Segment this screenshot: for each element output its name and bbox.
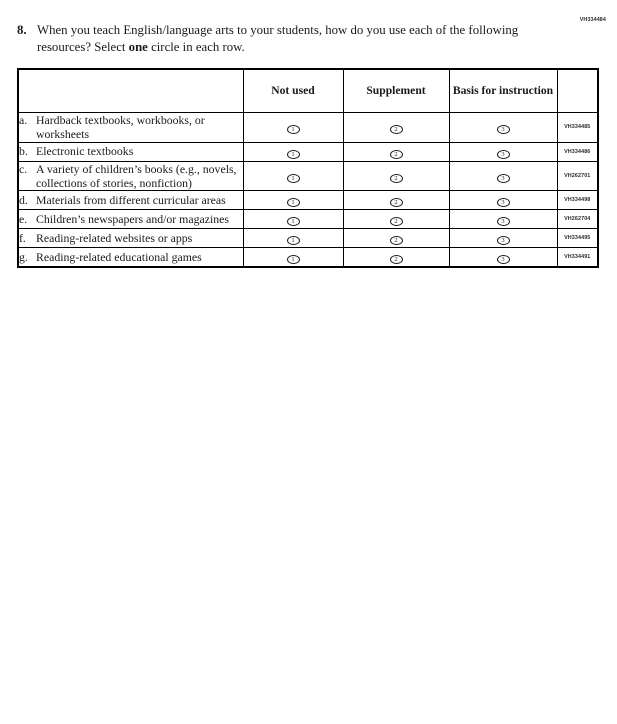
- table-header-row: Not used Supplement Basis for instructio…: [17, 68, 599, 113]
- page-item-id: VH334484: [579, 17, 606, 23]
- option-cell-supplement[interactable]: 2: [342, 209, 450, 230]
- row-stem-cell: c. A variety of children’s books (e.g., n…: [17, 160, 244, 192]
- response-bubble[interactable]: 1: [286, 173, 300, 183]
- column-header-not-used: Not used: [242, 68, 344, 113]
- row-item-id: VH262701: [556, 160, 599, 192]
- response-bubble[interactable]: 3: [496, 255, 510, 265]
- option-cell-supplement[interactable]: 2: [342, 160, 450, 192]
- option-cell-supplement[interactable]: 2: [342, 190, 450, 211]
- option-cell-basis-for-instruction[interactable]: 3: [448, 228, 558, 249]
- table-row: c. A variety of children’s books (e.g., n…: [17, 160, 599, 192]
- option-cell-basis-for-instruction[interactable]: 3: [448, 247, 558, 268]
- row-stem-cell: e. Children’s newspapers and/or magazines: [17, 209, 244, 230]
- row-letter: b.: [19, 144, 28, 159]
- row-item-id: VH334485: [556, 112, 599, 143]
- option-cell-basis-for-instruction[interactable]: 3: [448, 160, 558, 192]
- row-letter: d.: [19, 193, 28, 208]
- row-letter: f.: [19, 231, 26, 246]
- table-row: f. Reading-related websites or apps 1 2 3 VH3…: [17, 228, 599, 249]
- column-header-basis-for-instruction: Basis for instruction: [448, 68, 558, 113]
- question-text-part1: When you teach English/language arts to …: [37, 23, 519, 54]
- column-header-item-id: [556, 68, 599, 113]
- row-stem-cell: g. Reading-related educational games: [17, 247, 244, 268]
- option-cell-not-used[interactable]: 1: [242, 190, 344, 211]
- row-label: Electronic textbooks: [36, 144, 134, 159]
- response-bubble[interactable]: 2: [389, 217, 403, 227]
- row-label: Hardback textbooks, workbooks, or worksh…: [36, 113, 205, 142]
- option-cell-not-used[interactable]: 1: [242, 112, 344, 143]
- table-row: a. Hardback textbooks, workbooks, or work…: [17, 112, 599, 143]
- row-label: Reading-related educational games: [36, 250, 202, 265]
- option-cell-not-used[interactable]: 1: [242, 228, 344, 249]
- option-cell-supplement[interactable]: 2: [342, 112, 450, 143]
- option-cell-not-used[interactable]: 1: [242, 247, 344, 268]
- option-cell-supplement[interactable]: 2: [342, 228, 450, 249]
- row-letter: a.: [19, 113, 28, 127]
- row-item-id: VH334495: [556, 228, 599, 249]
- row-letter: g.: [19, 250, 28, 265]
- option-cell-basis-for-instruction[interactable]: 3: [448, 190, 558, 211]
- response-bubble[interactable]: 2: [389, 125, 403, 135]
- response-bubble[interactable]: 1: [286, 125, 300, 135]
- response-bubble[interactable]: 3: [496, 173, 510, 183]
- question-text: When you teach English/language arts to …: [37, 22, 547, 55]
- option-cell-basis-for-instruction[interactable]: 3: [448, 141, 558, 162]
- question-row: 8. When you teach English/language arts …: [17, 22, 547, 55]
- response-bubble[interactable]: 2: [389, 236, 403, 246]
- response-bubble[interactable]: 2: [389, 149, 403, 159]
- question-text-emphasis: one: [128, 39, 148, 54]
- table-row: e. Children’s newspapers and/or magazines…: [17, 209, 599, 230]
- row-item-id: VH334491: [556, 247, 599, 268]
- response-bubble[interactable]: 1: [286, 149, 300, 159]
- response-bubble[interactable]: 3: [496, 198, 510, 208]
- row-stem-cell: a. Hardback textbooks, workbooks, or work…: [17, 112, 244, 143]
- row-label: Reading-related websites or apps: [36, 231, 193, 246]
- option-cell-basis-for-instruction[interactable]: 3: [448, 209, 558, 230]
- option-cell-supplement[interactable]: 2: [342, 141, 450, 162]
- row-item-id: VH334498: [556, 190, 599, 211]
- table-row: b. Electronic textbooks 1 2 3 VH334486: [17, 141, 599, 162]
- table-row: d. Materials from different curricular ar…: [17, 190, 599, 211]
- response-bubble[interactable]: 1: [286, 217, 300, 227]
- row-item-id: VH262704: [556, 209, 599, 230]
- column-header-stem: [17, 68, 244, 113]
- response-bubble[interactable]: 2: [389, 198, 403, 208]
- response-bubble[interactable]: 2: [389, 255, 403, 265]
- response-bubble[interactable]: 3: [496, 236, 510, 246]
- question-text-part2: circle in each row.: [147, 39, 245, 54]
- row-label: Children’s newspapers and/or magazines: [36, 212, 229, 227]
- response-bubble[interactable]: 3: [496, 217, 510, 227]
- row-letter: c.: [19, 161, 28, 176]
- response-bubble[interactable]: 3: [496, 125, 510, 135]
- option-cell-supplement[interactable]: 2: [342, 247, 450, 268]
- response-bubble[interactable]: 1: [286, 255, 300, 265]
- option-cell-not-used[interactable]: 1: [242, 209, 344, 230]
- response-bubble[interactable]: 1: [286, 236, 300, 246]
- option-cell-basis-for-instruction[interactable]: 3: [448, 112, 558, 143]
- row-stem-cell: d. Materials from different curricular ar…: [17, 190, 244, 211]
- response-bubble[interactable]: 2: [389, 173, 403, 183]
- question-block: 8. When you teach English/language arts …: [17, 22, 547, 55]
- response-bubble[interactable]: 1: [286, 198, 300, 208]
- option-cell-not-used[interactable]: 1: [242, 141, 344, 162]
- row-stem-cell: f. Reading-related websites or apps: [17, 228, 244, 249]
- table-row: g. Reading-related educational games 1 2 3 VH…: [17, 247, 599, 268]
- response-bubble[interactable]: 3: [496, 149, 510, 159]
- question-number: 8.: [17, 23, 27, 37]
- option-cell-not-used[interactable]: 1: [242, 160, 344, 192]
- row-letter: e.: [19, 212, 28, 227]
- response-matrix-table: Not used Supplement Basis for instructio…: [17, 68, 599, 269]
- row-label: A variety of children’s books (e.g., nov…: [36, 161, 237, 190]
- row-label: Materials from different curricular area…: [36, 193, 226, 208]
- column-header-supplement: Supplement: [342, 68, 450, 113]
- row-item-id: VH334486: [556, 141, 599, 162]
- row-stem-cell: b. Electronic textbooks: [17, 141, 244, 162]
